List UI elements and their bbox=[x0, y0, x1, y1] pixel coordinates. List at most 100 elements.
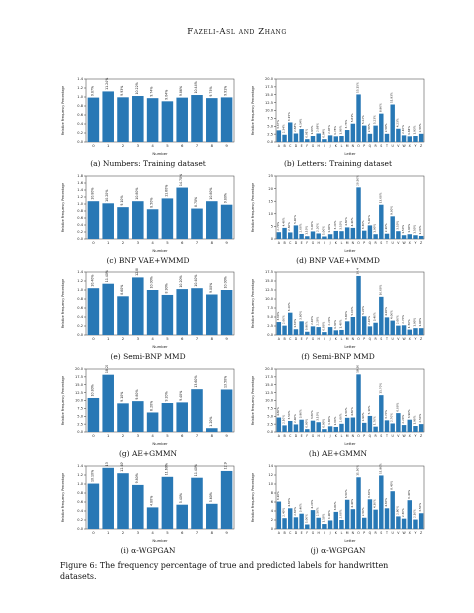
data-label: 2.70% bbox=[401, 315, 405, 324]
data-label: 3.10% bbox=[316, 412, 320, 421]
bar-V bbox=[396, 231, 401, 239]
x-tick-label: V bbox=[397, 531, 400, 535]
data-label: 2.60% bbox=[338, 413, 342, 422]
data-label: 4.20% bbox=[310, 499, 314, 508]
x-tick-label: 5 bbox=[166, 433, 169, 438]
data-label: 11.40% bbox=[194, 464, 198, 476]
data-label: 3.80% bbox=[299, 311, 303, 320]
x-tick-label: Z bbox=[420, 337, 423, 341]
data-label: 1.90% bbox=[412, 415, 416, 424]
data-label: 9.87% bbox=[90, 86, 94, 96]
data-label: 0.80% bbox=[321, 321, 325, 330]
bar-6 bbox=[176, 402, 188, 432]
data-label: 5.20% bbox=[361, 306, 365, 315]
y-tick-label: 2.5 bbox=[77, 422, 83, 426]
y-tick-label: 8 bbox=[271, 491, 274, 495]
x-tick-label: K bbox=[335, 337, 338, 341]
data-label: 2.60% bbox=[282, 315, 286, 324]
bar-R bbox=[373, 125, 378, 142]
y-tick-label: 15.0 bbox=[265, 279, 274, 283]
data-label: 4.23% bbox=[395, 118, 399, 127]
data-label: 9.00% bbox=[209, 283, 213, 293]
subfigure-caption: (d) BNP VAE+WMMD bbox=[296, 256, 380, 265]
data-label: 3.40% bbox=[299, 503, 303, 512]
data-label: 2.60% bbox=[287, 222, 291, 231]
bar-R bbox=[373, 426, 378, 432]
bar-S bbox=[379, 296, 384, 335]
data-label: 1.93% bbox=[412, 125, 416, 134]
x-axis-label: Letter bbox=[344, 538, 356, 543]
data-label: 3.76% bbox=[344, 119, 348, 128]
bar-U bbox=[390, 423, 395, 432]
y-tick-label: 2.5 bbox=[267, 422, 273, 426]
data-label: 2.50% bbox=[418, 413, 422, 422]
bar-S bbox=[379, 113, 384, 142]
running-header: Fazeli-Asl and Zhang bbox=[187, 27, 287, 37]
data-label: 9.40% bbox=[179, 391, 183, 401]
bar-Z bbox=[418, 328, 424, 335]
plot-frame bbox=[275, 368, 425, 433]
bar-D bbox=[293, 329, 299, 335]
x-tick-label: Z bbox=[420, 531, 423, 535]
data-label: 5.60% bbox=[209, 492, 213, 502]
data-label: 2.50% bbox=[316, 507, 320, 516]
data-label: 8.40% bbox=[390, 480, 394, 489]
data-label: 2.20% bbox=[327, 316, 331, 325]
bar-L bbox=[339, 136, 344, 142]
y-tick-label: 1.4 bbox=[77, 77, 83, 81]
y-axis-label: Relative Frequency Percentage bbox=[251, 279, 255, 328]
bar-1 bbox=[102, 467, 114, 529]
x-tick-label: C bbox=[289, 241, 292, 245]
y-tick-label: 12.5 bbox=[265, 288, 273, 292]
y-tick-label: 5.0 bbox=[267, 414, 273, 418]
x-tick-label: 5 bbox=[166, 143, 169, 148]
data-label: 3.80% bbox=[333, 501, 337, 510]
data-label: 4.60% bbox=[344, 217, 348, 226]
x-tick-label: A bbox=[278, 434, 281, 438]
bar-V bbox=[396, 128, 401, 142]
bar-L bbox=[339, 423, 344, 432]
bar-1 bbox=[102, 91, 114, 142]
x-tick-label: X bbox=[409, 434, 412, 438]
data-label: 1.84% bbox=[407, 126, 411, 135]
data-label: 1.90% bbox=[338, 125, 342, 134]
y-tick-label: 0.8 bbox=[77, 209, 83, 213]
data-label: 11.60% bbox=[164, 185, 168, 197]
data-label: 3.00% bbox=[310, 221, 314, 230]
y-tick-label: 0.4 bbox=[77, 122, 83, 126]
bar-1 bbox=[102, 203, 114, 239]
bar-B bbox=[282, 227, 287, 239]
chart-panel-c: Relative Frequency Percentage 0.0 0.2 0.4 0.… bbox=[58, 172, 238, 270]
data-label: 2.30% bbox=[401, 508, 405, 517]
data-label: 13.60% bbox=[105, 462, 109, 466]
x-tick-label: 3 bbox=[137, 433, 140, 438]
x-tick-label: B bbox=[283, 434, 285, 438]
x-tick-label: 1 bbox=[107, 143, 110, 148]
y-tick-label: 17.5 bbox=[265, 375, 273, 379]
data-label: 2.10% bbox=[282, 415, 286, 424]
data-label: 9.10% bbox=[120, 392, 124, 402]
bar-O bbox=[356, 477, 361, 529]
bar-M bbox=[344, 227, 350, 239]
x-tick-label: 1 bbox=[107, 530, 110, 535]
bar-D bbox=[293, 424, 299, 432]
x-tick-label: 7 bbox=[196, 433, 199, 438]
bar-6 bbox=[176, 187, 188, 239]
x-tick-label: X bbox=[409, 337, 412, 341]
x-tick-label: Y bbox=[414, 434, 416, 438]
data-label: 10.80% bbox=[90, 188, 94, 200]
x-tick-label: 7 bbox=[196, 143, 199, 148]
y-tick-label: 15.0 bbox=[265, 383, 274, 387]
bar-9 bbox=[220, 290, 233, 335]
y-tick-label: 5.0 bbox=[267, 124, 273, 128]
bar-Y bbox=[413, 328, 418, 335]
data-label: 5.40% bbox=[179, 493, 183, 503]
y-axis-label: Relative Frequency Percentage bbox=[251, 183, 255, 232]
data-label: 15.15% bbox=[356, 82, 360, 93]
x-tick-label: N bbox=[352, 531, 355, 535]
bar-P bbox=[362, 125, 367, 142]
data-label: 1.10% bbox=[304, 226, 308, 235]
x-tick-label: U bbox=[392, 241, 395, 245]
data-label: 4.90% bbox=[384, 307, 388, 316]
x-tick-label: Q bbox=[369, 434, 372, 438]
